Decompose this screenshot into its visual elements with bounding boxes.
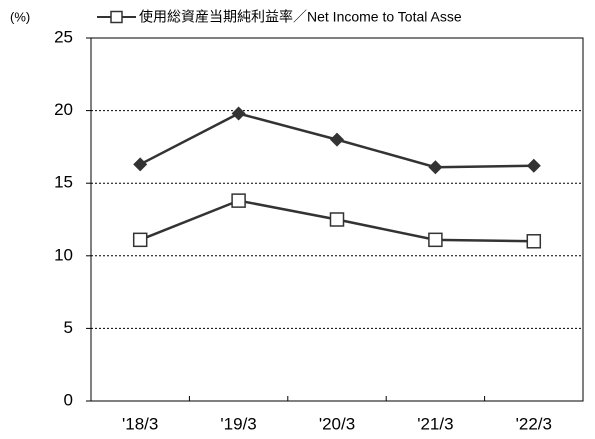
legend-marker xyxy=(110,10,123,24)
y-tick-label: 0 xyxy=(64,390,73,409)
square-marker xyxy=(231,193,246,208)
diamond-marker xyxy=(428,160,443,175)
square-marker xyxy=(428,232,443,248)
x-tick-label: '19/3 xyxy=(220,414,256,433)
y-tick-label: 20 xyxy=(54,100,73,119)
diamond-marker xyxy=(231,106,246,121)
diamond-marker xyxy=(133,157,148,172)
y-axis-label: (%) xyxy=(10,9,30,24)
y-tick-label: 25 xyxy=(54,27,73,46)
y-tick-label: 10 xyxy=(54,245,73,264)
square-marker xyxy=(526,234,542,249)
square-marker xyxy=(132,232,148,248)
x-tick-label: '21/3 xyxy=(417,414,453,433)
square-marker xyxy=(329,212,345,227)
y-tick-label: 5 xyxy=(64,318,73,337)
y-tick-label: 15 xyxy=(54,173,73,192)
legend-label: 使用総資産当期純利益率／Net Income to Total Asse xyxy=(139,9,462,25)
diamond-marker xyxy=(330,132,344,147)
x-tick-label: '20/3 xyxy=(319,414,355,433)
x-tick-label: '22/3 xyxy=(516,414,552,433)
diamond-marker xyxy=(526,158,541,173)
plot-frame xyxy=(90,37,584,402)
x-tick-label: '18/3 xyxy=(122,414,158,433)
